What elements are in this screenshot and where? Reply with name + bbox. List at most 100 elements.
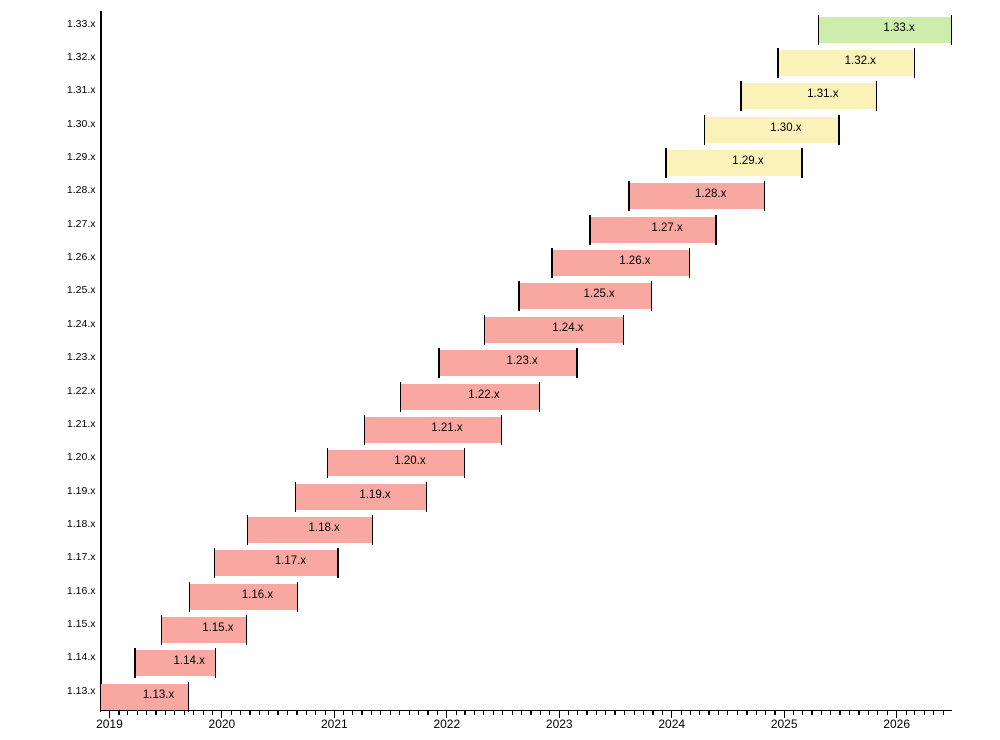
- bar-1-23-x: [439, 350, 578, 377]
- x-axis-tick-minor: [249, 710, 251, 715]
- y-axis-label-1-26-x: 1.26.x: [66, 251, 96, 264]
- x-axis-tick-minor: [623, 710, 626, 715]
- bar-start-cap-1-28-x: [628, 181, 630, 212]
- x-axis-year-label-2020: 2020: [208, 717, 236, 731]
- bar-start-cap-1-33-x: [818, 14, 820, 45]
- x-axis-tick-minor: [839, 710, 841, 715]
- x-axis-tick-major: [446, 710, 448, 718]
- bar-start-cap-1-24-x: [483, 314, 486, 345]
- bar-start-cap-1-14-x: [134, 648, 136, 679]
- x-axis-year-label-2023: 2023: [545, 717, 573, 731]
- bar-start-cap-1-13-x: [99, 681, 102, 712]
- x-axis-tick-minor: [811, 710, 813, 715]
- x-axis-tick-minor: [211, 710, 213, 715]
- x-axis-tick-minor: [202, 710, 204, 715]
- x-axis-tick-minor: [155, 710, 157, 715]
- bar-end-cap-1-27-x: [715, 214, 717, 245]
- bar-1-13-x: [100, 683, 189, 710]
- x-axis-tick-minor: [614, 710, 616, 715]
- y-axis-label-1-14-x: 1.14.x: [66, 651, 96, 664]
- x-axis-year-label-2026: 2026: [883, 717, 910, 731]
- x-axis-tick-major: [333, 710, 335, 718]
- x-axis-tick-minor: [680, 710, 682, 715]
- bar-end-cap-1-14-x: [214, 648, 217, 679]
- x-axis-tick-minor: [145, 710, 147, 715]
- x-axis-tick-minor: [793, 710, 795, 715]
- y-axis-label-1-30-x: 1.30.x: [66, 117, 96, 130]
- bar-1-26-x: [552, 250, 690, 277]
- x-axis-tick-minor: [886, 710, 888, 715]
- x-axis-tick-minor: [708, 710, 710, 715]
- bar-start-cap-1-21-x: [363, 414, 365, 445]
- x-axis-tick-minor: [501, 710, 504, 715]
- y-axis-label-1-29-x: 1.29.x: [66, 150, 96, 163]
- x-axis-tick-minor: [417, 710, 420, 715]
- x-axis-tick-minor: [370, 710, 372, 715]
- x-axis-tick-minor: [511, 710, 513, 715]
- bar-start-cap-1-30-x: [704, 114, 706, 145]
- bar-1-25-x: [518, 283, 652, 310]
- y-axis-line: [100, 11, 102, 711]
- x-axis-tick-minor: [539, 710, 542, 715]
- bar-1-30-x: [704, 116, 840, 143]
- bar-1-32-x: [778, 49, 915, 76]
- x-axis-line: [99, 709, 952, 711]
- bar-1-21-x: [364, 416, 502, 443]
- x-axis-tick-minor: [699, 710, 701, 715]
- x-axis-tick-minor: [192, 710, 195, 715]
- bar-1-16-x: [189, 583, 298, 610]
- x-axis-tick-minor: [239, 710, 241, 715]
- x-axis-tick-minor: [268, 710, 270, 715]
- x-axis-tick-minor: [258, 710, 260, 715]
- bar-end-cap-1-16-x: [296, 581, 299, 612]
- bar-start-cap-1-16-x: [188, 581, 191, 612]
- bar-start-cap-1-20-x: [326, 448, 328, 479]
- x-axis-tick-minor: [568, 710, 570, 715]
- bar-start-cap-1-27-x: [589, 214, 591, 245]
- x-axis-tick-minor: [576, 710, 579, 715]
- x-axis-tick-minor: [136, 710, 138, 715]
- bar-end-cap-1-33-x: [950, 14, 953, 45]
- y-axis-label-1-13-x: 1.13.x: [66, 684, 96, 697]
- x-axis-year-label-2025: 2025: [770, 717, 798, 731]
- x-axis-tick-major: [221, 710, 223, 718]
- x-axis-tick-minor: [661, 710, 663, 715]
- x-axis-tick-minor: [521, 710, 523, 715]
- y-axis-label-1-27-x: 1.27.x: [66, 217, 96, 230]
- y-axis-label-1-31-x: 1.31.x: [66, 84, 96, 97]
- x-axis-year-label-2021: 2021: [320, 717, 348, 731]
- x-axis-tick-minor: [652, 710, 654, 715]
- x-axis-tick-major: [783, 710, 785, 718]
- x-axis-tick-minor: [633, 710, 635, 715]
- y-axis-label-1-16-x: 1.16.x: [66, 584, 96, 597]
- x-axis-tick-minor: [858, 710, 860, 715]
- bar-end-cap-1-30-x: [838, 114, 840, 145]
- x-axis-tick-minor: [174, 710, 176, 715]
- x-axis-tick-minor: [765, 710, 767, 715]
- bar-1-24-x: [484, 316, 624, 343]
- x-axis-tick-major: [896, 710, 898, 718]
- x-axis-tick-minor: [324, 710, 326, 715]
- x-axis-tick-minor: [483, 710, 485, 715]
- y-axis-label-1-32-x: 1.32.x: [66, 50, 96, 63]
- x-axis-tick-minor: [427, 710, 429, 715]
- x-axis-tick-minor: [277, 710, 279, 715]
- x-axis-tick-minor: [867, 710, 869, 715]
- y-axis-label-1-19-x: 1.19.x: [66, 484, 96, 497]
- bar-end-cap-1-15-x: [245, 615, 247, 646]
- bar-1-15-x: [161, 617, 247, 644]
- x-axis-tick-minor: [455, 710, 457, 715]
- x-axis-tick-minor: [642, 710, 644, 715]
- bar-start-cap-1-25-x: [518, 281, 520, 312]
- bar-1-22-x: [400, 383, 540, 410]
- x-axis-tick-minor: [230, 710, 233, 715]
- x-axis-tick-minor: [436, 710, 438, 715]
- x-axis-tick-minor: [774, 710, 776, 715]
- x-axis-tick-minor: [746, 710, 748, 715]
- y-axis-label-1-15-x: 1.15.x: [66, 618, 96, 631]
- x-axis-tick-minor: [717, 710, 720, 715]
- bar-1-18-x: [247, 516, 373, 543]
- bar-end-cap-1-21-x: [500, 414, 503, 445]
- x-axis-tick-minor: [492, 710, 494, 715]
- x-axis-year-label-2019: 2019: [96, 717, 123, 731]
